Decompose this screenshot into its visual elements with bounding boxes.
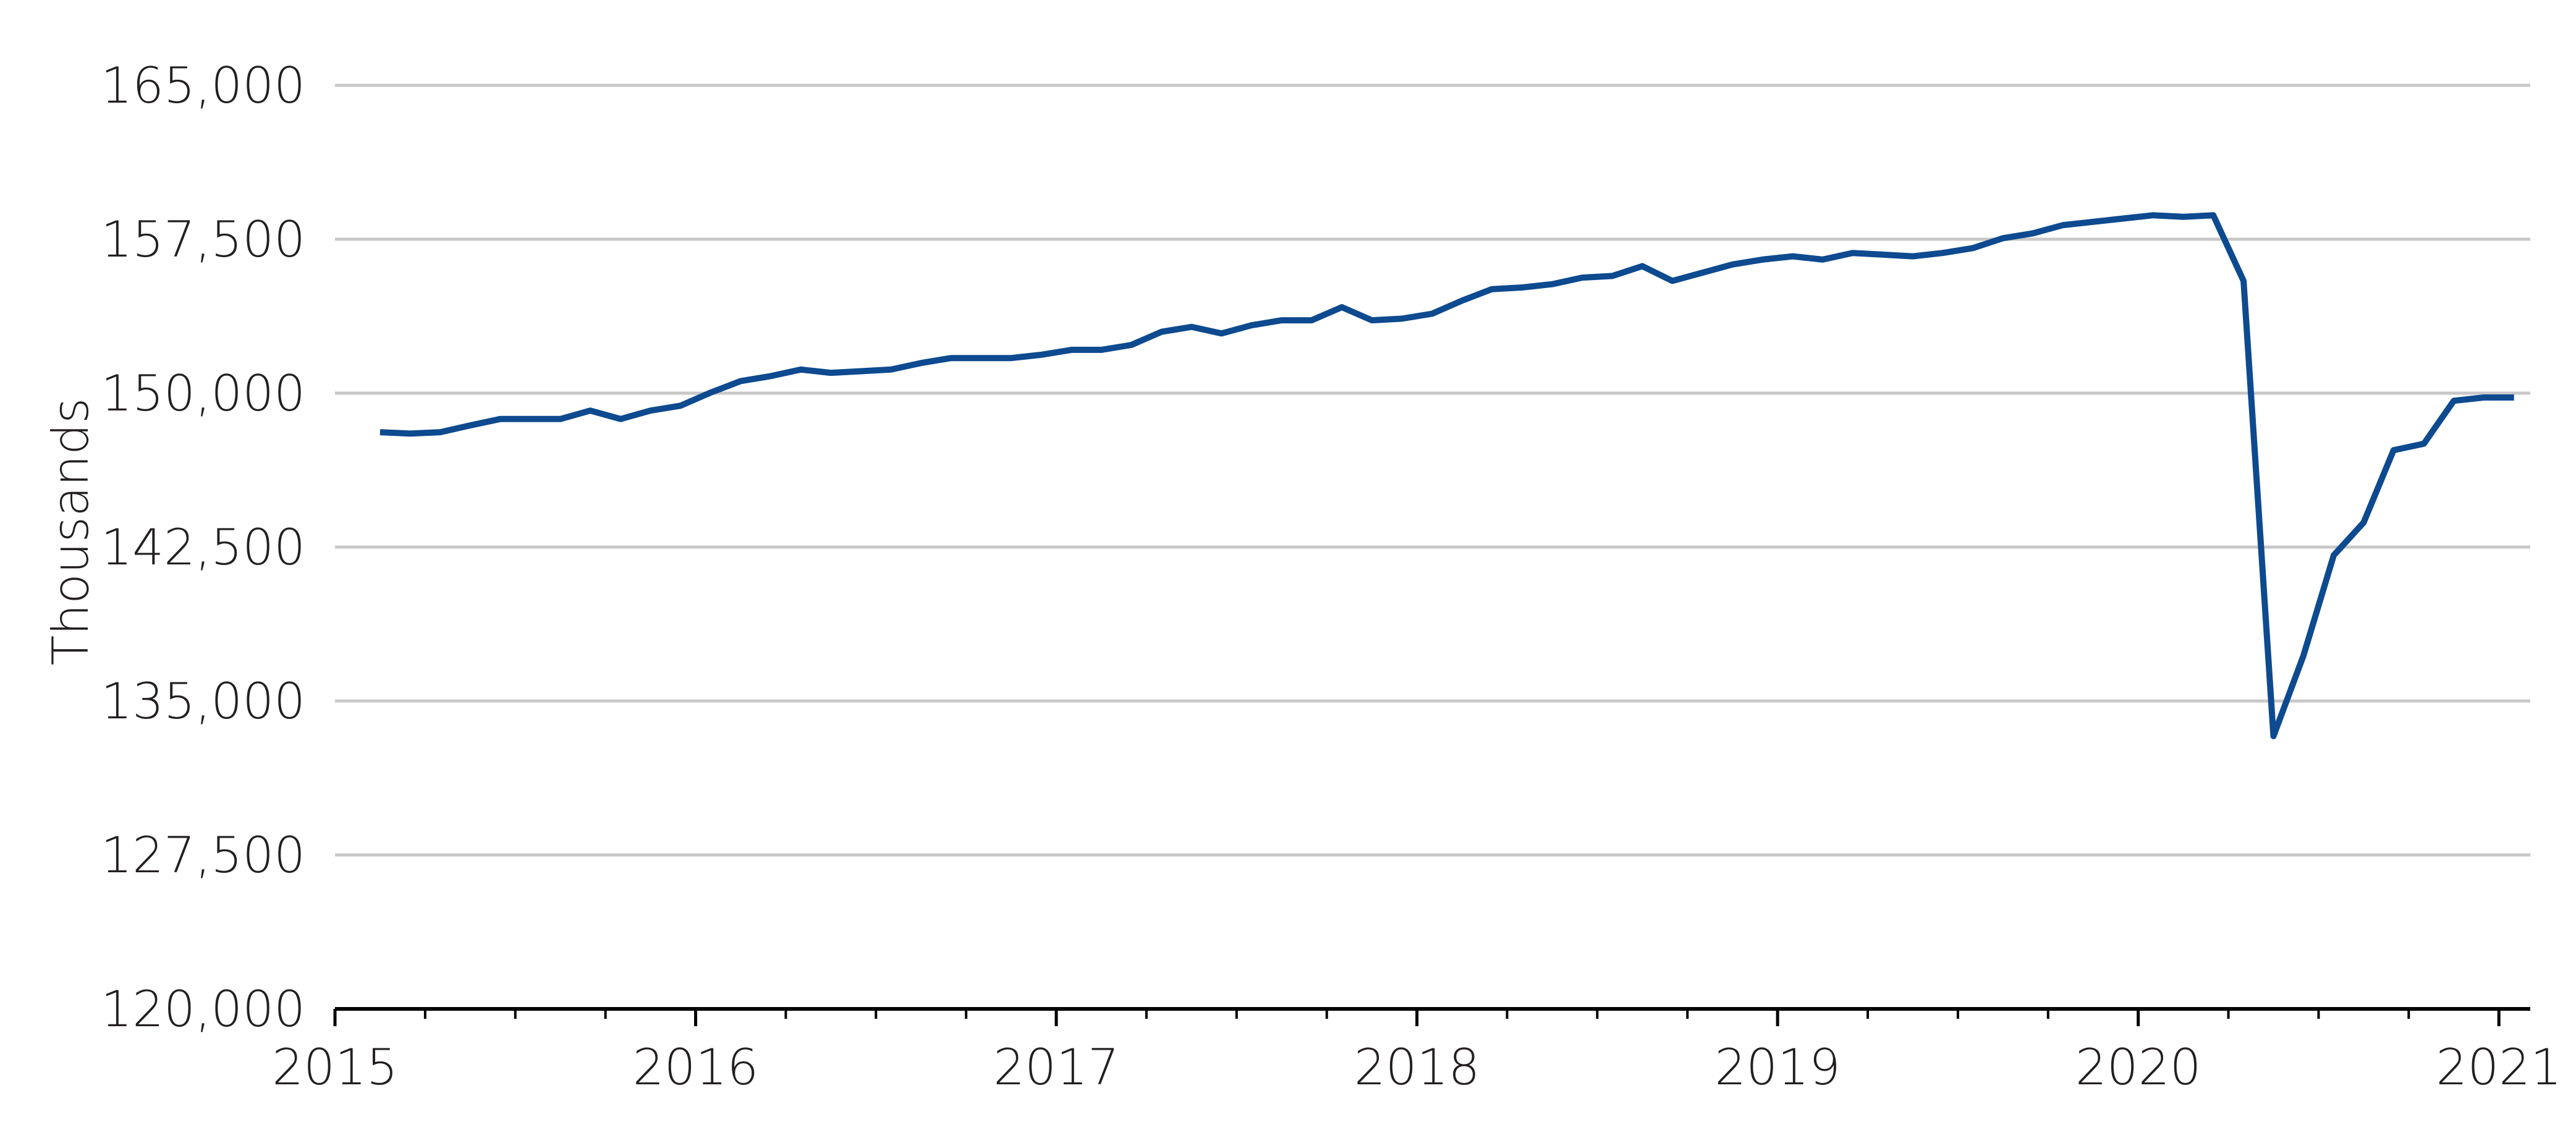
x-tick-label: 2021	[2436, 1039, 2562, 1096]
y-tick-label: 157,500	[101, 211, 305, 268]
y-tick-label: 127,500	[101, 827, 305, 884]
x-tick-label: 2015	[272, 1039, 398, 1096]
y-tick-label: 150,000	[101, 365, 305, 422]
x-tick-label: 2020	[2075, 1039, 2201, 1096]
y-tick-label: 120,000	[101, 980, 305, 1038]
y-tick-label: 135,000	[101, 673, 305, 730]
x-tick-label: 2016	[633, 1039, 759, 1096]
y-tick-label: 165,000	[101, 57, 305, 114]
x-tick-label: 2019	[1714, 1039, 1841, 1096]
line-series	[379, 212, 2514, 739]
y-axis-label: Thousands	[42, 397, 100, 665]
x-tick-label: 2018	[1354, 1039, 1480, 1096]
y-tick-label: 142,500	[101, 519, 305, 576]
x-tick-label: 2017	[993, 1039, 1119, 1096]
